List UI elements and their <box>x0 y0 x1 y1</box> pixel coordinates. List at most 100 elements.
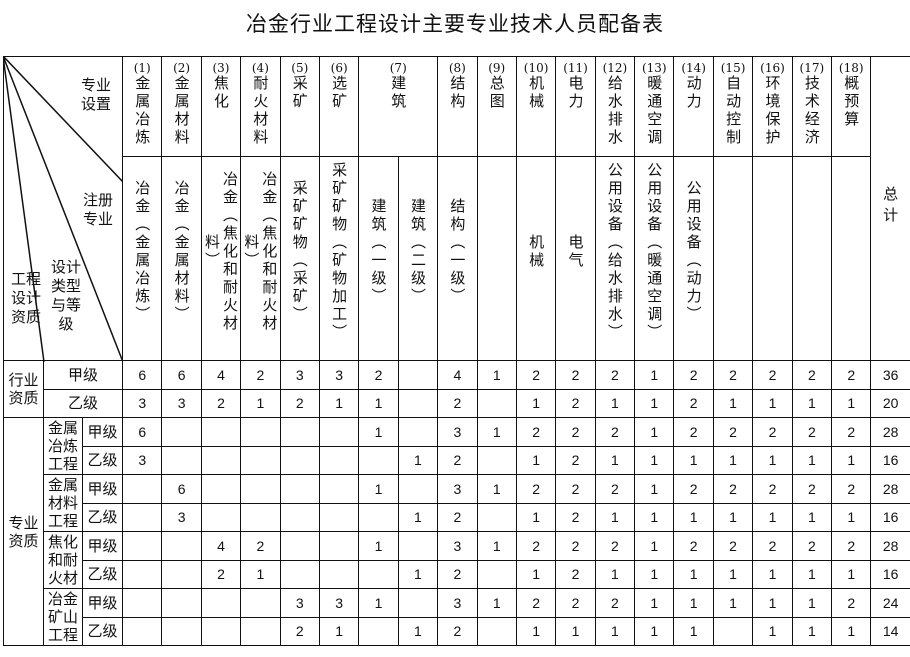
value-cell <box>476 559 517 589</box>
value-cell <box>122 588 163 618</box>
value-cell: 2 <box>752 474 793 504</box>
value-cell: 1 <box>791 445 833 475</box>
value-cell: 2 <box>515 531 557 561</box>
value-cell <box>358 445 399 475</box>
value-cell: 2 <box>555 559 596 589</box>
value-cell <box>122 531 163 561</box>
column-specialty-name: 采矿 <box>290 75 309 111</box>
column-specialty-name: 概预算 <box>842 75 861 129</box>
value-cell: 2 <box>673 417 714 447</box>
registered-specialty-name: 冶金（焦化和耐火材料） <box>242 171 279 333</box>
registered-specialty-cell: 采矿矿物（矿物加工） <box>318 156 360 361</box>
value-cell <box>397 388 439 418</box>
value-cell: 4 <box>200 360 242 390</box>
column-number: (5) <box>291 61 309 75</box>
value-cell: 1 <box>712 502 754 532</box>
value-cell <box>161 588 202 618</box>
value-cell: 2 <box>515 588 557 618</box>
column-specialty-name: 自动控制 <box>724 75 743 147</box>
value-cell <box>397 588 439 618</box>
value-cell: 2 <box>358 360 399 390</box>
column-specialty-name: 暖通空调 <box>645 75 664 147</box>
value-cell: 1 <box>712 588 754 618</box>
value-cell: 1 <box>240 559 281 589</box>
value-cell: 2 <box>200 559 242 589</box>
value-cell: 2 <box>555 417 596 447</box>
value-cell: 1 <box>397 502 439 532</box>
value-cell: 1 <box>594 502 636 532</box>
staffing-table-wrapper: (1) 金属冶炼 (2) 金属材料 (3) 焦化 (4) 耐火材料 (5) 采矿 (6) 选矿 (7) 建… <box>2 56 910 646</box>
header-row-registered: 冶金（金属冶炼） 冶金（金属材料） 冶金（焦化和耐火材料） 冶金（焦化和耐火材料） 采矿… <box>4 156 910 361</box>
table-row: 乙级 2 1 1 2 1 2 1 1 1 1 1 1 1 16 <box>4 559 910 589</box>
grade-label: 甲级 <box>81 474 124 504</box>
value-cell <box>476 616 517 646</box>
column-header: (10) 机械 <box>515 56 557 157</box>
value-cell: 1 <box>476 360 517 390</box>
value-cell <box>397 531 439 561</box>
value-cell: 1 <box>673 559 714 589</box>
value-cell: 2 <box>712 360 754 390</box>
total-cell: 16 <box>870 445 910 475</box>
column-specialty-name: 耐火材料 <box>251 75 270 147</box>
grade-label: 乙级 <box>81 502 124 532</box>
value-cell: 2 <box>831 417 872 447</box>
total-cell: 16 <box>870 559 910 589</box>
value-cell <box>122 474 163 504</box>
value-cell: 1 <box>673 445 714 475</box>
grade-label: 甲级 <box>42 360 124 390</box>
column-specialty-name: 机械 <box>527 75 546 111</box>
column-header: (9) 总图 <box>476 56 517 157</box>
value-cell: 1 <box>318 388 360 418</box>
value-cell <box>161 445 202 475</box>
column-number: (10) <box>523 61 549 75</box>
value-cell: 1 <box>634 616 675 646</box>
column-specialty-name: 选矿 <box>330 75 349 111</box>
value-cell: 1 <box>752 588 793 618</box>
value-cell: 2 <box>437 445 478 475</box>
table-row: 乙级 3 1 2 1 2 1 1 1 1 1 1 1 16 <box>4 502 910 532</box>
value-cell: 2 <box>831 531 872 561</box>
header-row-specialty: (1) 金属冶炼 (2) 金属材料 (3) 焦化 (4) 耐火材料 (5) 采矿 (6) 选矿 (7) 建… <box>2 56 910 361</box>
grade-label: 甲级 <box>81 531 124 561</box>
registered-specialty-name: 建筑（二级） <box>408 198 427 306</box>
industry-qualification-label: 行业资质 <box>3 360 44 418</box>
value-cell: 2 <box>555 445 596 475</box>
value-cell: 1 <box>791 588 833 618</box>
value-cell <box>240 417 281 447</box>
value-cell: 2 <box>437 559 478 589</box>
registered-specialty-name: 电气 <box>566 234 585 270</box>
value-cell: 3 <box>279 360 320 390</box>
value-cell: 2 <box>791 531 833 561</box>
value-cell <box>476 388 517 418</box>
value-cell: 1 <box>791 388 833 418</box>
value-cell: 1 <box>397 445 439 475</box>
value-cell: 1 <box>358 531 399 561</box>
column-header: (6) 选矿 <box>318 56 360 157</box>
table-row: 乙级 2 1 1 2 1 1 1 1 1 1 1 1 14 <box>4 616 910 646</box>
value-cell: 3 <box>437 417 478 447</box>
value-cell: 1 <box>555 616 596 646</box>
value-cell: 1 <box>634 588 675 618</box>
value-cell: 1 <box>831 616 872 646</box>
value-cell <box>712 616 754 646</box>
column-header: (11) 电力 <box>555 56 596 157</box>
value-cell <box>200 417 242 447</box>
value-cell: 2 <box>673 531 714 561</box>
table-row: 冶金矿山工程 甲级 3 3 1 3 1 2 2 2 1 1 1 1 1 2 24 <box>4 588 910 646</box>
value-cell: 3 <box>437 474 478 504</box>
value-cell: 1 <box>752 559 793 589</box>
value-cell: 2 <box>594 531 636 561</box>
total-cell: 20 <box>870 388 910 418</box>
value-cell: 2 <box>752 531 793 561</box>
column-number: (14) <box>681 61 706 75</box>
column-header: (15) 自动控制 <box>712 56 754 157</box>
column-number: (15) <box>720 61 746 75</box>
value-cell: 1 <box>634 417 675 447</box>
column-number: (1) <box>133 61 151 75</box>
column-specialty-name: 环境保护 <box>763 75 782 147</box>
total-cell: 16 <box>870 502 910 532</box>
registered-specialty-cell: 冶金（金属材料） <box>161 156 202 361</box>
registered-specialty-cell: 冶金（焦化和耐火材料） <box>200 156 242 361</box>
value-cell: 2 <box>515 474 557 504</box>
registered-specialty-cell: 建筑（一级） <box>358 156 399 361</box>
